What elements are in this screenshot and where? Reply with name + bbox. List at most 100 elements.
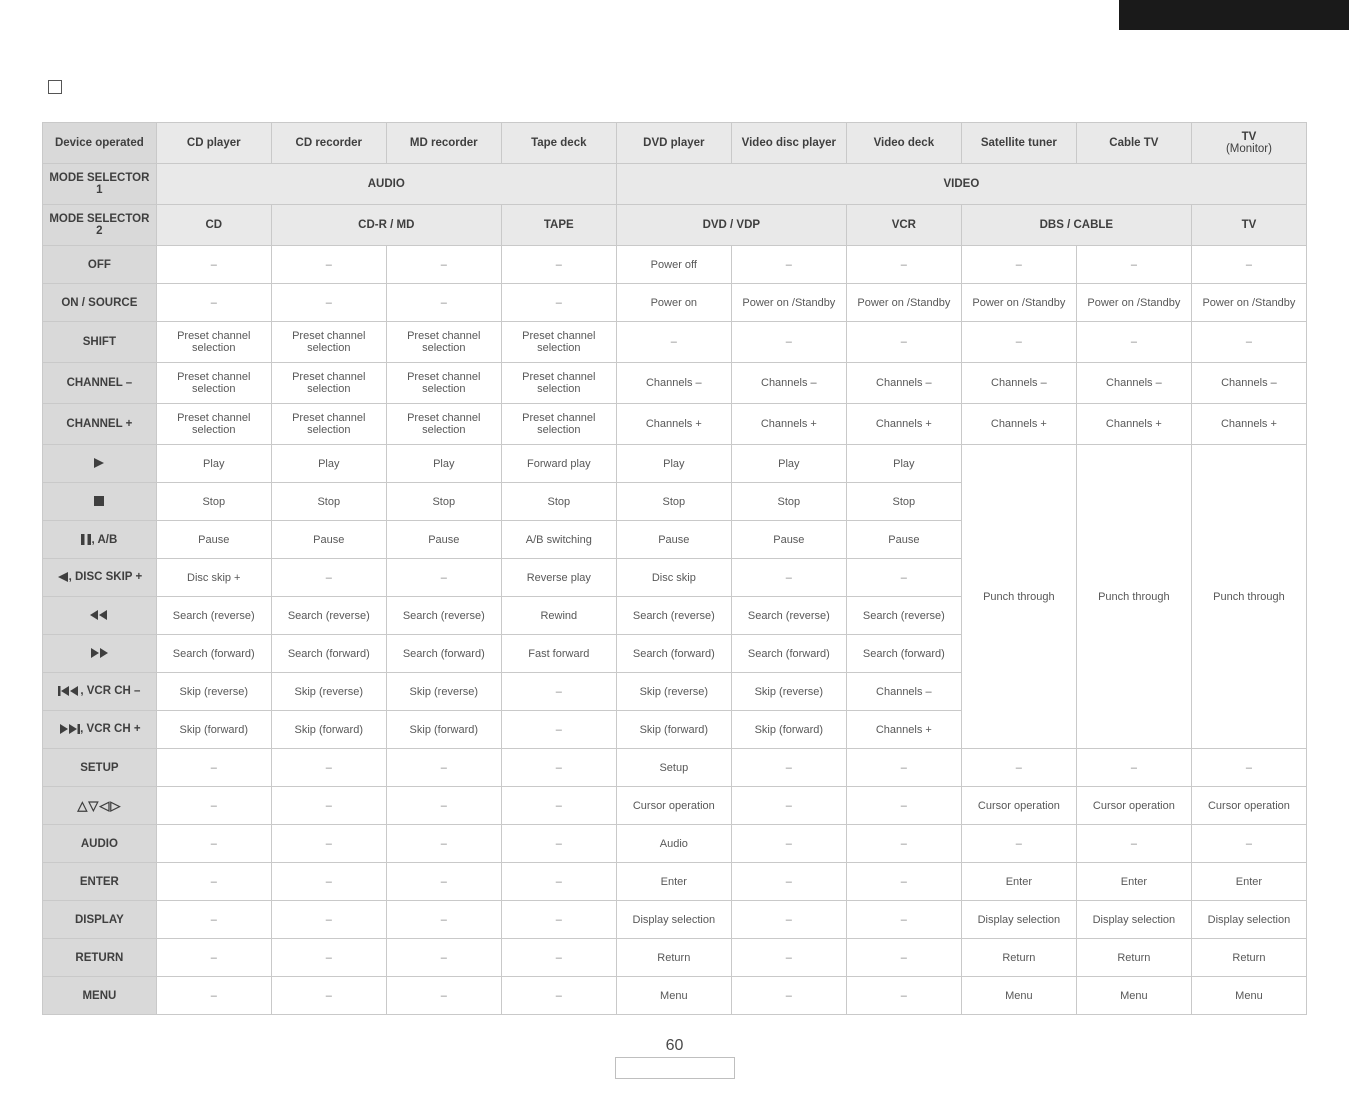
cell: Cursor operation bbox=[616, 787, 731, 825]
cell: Channels – bbox=[846, 363, 961, 404]
cell: Preset channel selection bbox=[386, 363, 501, 404]
cell: Play bbox=[271, 445, 386, 483]
cell: Channels – bbox=[616, 363, 731, 404]
cell: – bbox=[501, 246, 616, 284]
cell: – bbox=[1191, 322, 1306, 363]
skip-fwd-label: , VCR CH + bbox=[43, 711, 157, 749]
cell: Search (reverse) bbox=[731, 597, 846, 635]
mode-selector-1-row: MODE SELECTOR 1 AUDIO VIDEO bbox=[43, 164, 1307, 205]
head-cd-player: CD player bbox=[156, 123, 271, 164]
mode-selector-2-row: MODE SELECTOR 2 CD CD-R / MD TAPE DVD / … bbox=[43, 205, 1307, 246]
cell: – bbox=[846, 246, 961, 284]
cell: – bbox=[271, 863, 386, 901]
cell: Channels + bbox=[1076, 404, 1191, 445]
cell: Search (forward) bbox=[731, 635, 846, 673]
tv-line1: TV bbox=[1242, 131, 1257, 143]
cell: Play bbox=[616, 445, 731, 483]
cell: – bbox=[156, 246, 271, 284]
cell: – bbox=[156, 901, 271, 939]
cell: Preset channel selection bbox=[156, 404, 271, 445]
cell: Stop bbox=[386, 483, 501, 521]
row-shift: SHIFT Preset channel selection Preset ch… bbox=[43, 322, 1307, 363]
cell: Cursor operation bbox=[961, 787, 1076, 825]
cell: Preset channel selection bbox=[501, 404, 616, 445]
head-tv-monitor: TV (Monitor) bbox=[1191, 123, 1306, 164]
row-play: Play Play Play Forward play Play Play Pl… bbox=[43, 445, 1307, 483]
cell: – bbox=[1191, 749, 1306, 787]
cell: – bbox=[961, 749, 1076, 787]
cell: Setup bbox=[616, 749, 731, 787]
cell: – bbox=[1076, 246, 1191, 284]
cell: Channels – bbox=[1076, 363, 1191, 404]
cell: – bbox=[386, 749, 501, 787]
cell: Preset channel selection bbox=[156, 363, 271, 404]
mode-selector-2-label: MODE SELECTOR 2 bbox=[43, 205, 157, 246]
punch-through-tv: Punch through bbox=[1191, 445, 1306, 749]
play-icon bbox=[43, 445, 157, 483]
cell: Channels + bbox=[961, 404, 1076, 445]
row-channel-minus: CHANNEL – Preset channel selection Prese… bbox=[43, 363, 1307, 404]
skip-back-label: , VCR CH – bbox=[43, 673, 157, 711]
row-arrows: △▽◁▷ – – – – Cursor operation – – Cursor… bbox=[43, 787, 1307, 825]
cell: Skip (reverse) bbox=[616, 673, 731, 711]
cell: – bbox=[846, 787, 961, 825]
cell: – bbox=[386, 246, 501, 284]
cell: – bbox=[1191, 825, 1306, 863]
cell: – bbox=[1076, 825, 1191, 863]
row-audio: AUDIO – – – – Audio – – – – – bbox=[43, 825, 1307, 863]
cell: Pause bbox=[156, 521, 271, 559]
cell: – bbox=[156, 749, 271, 787]
mode-selector-1-label: MODE SELECTOR 1 bbox=[43, 164, 157, 205]
cell: – bbox=[386, 559, 501, 597]
cell: Skip (reverse) bbox=[731, 673, 846, 711]
cell: Search (forward) bbox=[386, 635, 501, 673]
head-tape-deck: Tape deck bbox=[501, 123, 616, 164]
cell: Menu bbox=[1076, 977, 1191, 1015]
cell: Cursor operation bbox=[1191, 787, 1306, 825]
cell: Channels + bbox=[846, 711, 961, 749]
cell: – bbox=[271, 901, 386, 939]
cell: Preset channel selection bbox=[386, 404, 501, 445]
cell: Stop bbox=[616, 483, 731, 521]
cell: – bbox=[501, 977, 616, 1015]
cell: – bbox=[386, 863, 501, 901]
cell: Channels – bbox=[1191, 363, 1306, 404]
head-md-recorder: MD recorder bbox=[386, 123, 501, 164]
cell: Return bbox=[616, 939, 731, 977]
remote-functions-table: Device operated CD player CD recorder MD… bbox=[42, 122, 1307, 1015]
cell: Power on /Standby bbox=[1076, 284, 1191, 322]
cell: Stop bbox=[846, 483, 961, 521]
cell: – bbox=[731, 749, 846, 787]
row-menu-label: MENU bbox=[43, 977, 157, 1015]
cell: – bbox=[271, 787, 386, 825]
cell: Channels + bbox=[846, 404, 961, 445]
head-dvd-player: DVD player bbox=[616, 123, 731, 164]
disc-skip-label: , DISC SKIP + bbox=[43, 559, 157, 597]
cell: Skip (forward) bbox=[386, 711, 501, 749]
cell: Power on /Standby bbox=[1191, 284, 1306, 322]
cell: – bbox=[271, 246, 386, 284]
cell: Skip (forward) bbox=[616, 711, 731, 749]
cell: Power off bbox=[616, 246, 731, 284]
cell: – bbox=[386, 977, 501, 1015]
cell: Enter bbox=[1076, 863, 1191, 901]
row-channel-plus: CHANNEL + Preset channel selection Prese… bbox=[43, 404, 1307, 445]
cell: Skip (reverse) bbox=[271, 673, 386, 711]
cell: – bbox=[386, 284, 501, 322]
cell: – bbox=[271, 284, 386, 322]
cell: Skip (forward) bbox=[271, 711, 386, 749]
cell: Search (reverse) bbox=[846, 597, 961, 635]
cell: – bbox=[501, 673, 616, 711]
cell: Power on /Standby bbox=[731, 284, 846, 322]
cell: Play bbox=[156, 445, 271, 483]
cell: – bbox=[846, 322, 961, 363]
row-setup-label: SETUP bbox=[43, 749, 157, 787]
cell: A/B switching bbox=[501, 521, 616, 559]
cell: Preset channel selection bbox=[271, 363, 386, 404]
cell: Power on /Standby bbox=[961, 284, 1076, 322]
cell: – bbox=[1076, 749, 1191, 787]
head-satellite-tuner: Satellite tuner bbox=[961, 123, 1076, 164]
cell: Search (forward) bbox=[271, 635, 386, 673]
ms2-cd: CD bbox=[156, 205, 271, 246]
skip-fwd-text: , VCR CH + bbox=[80, 724, 140, 736]
